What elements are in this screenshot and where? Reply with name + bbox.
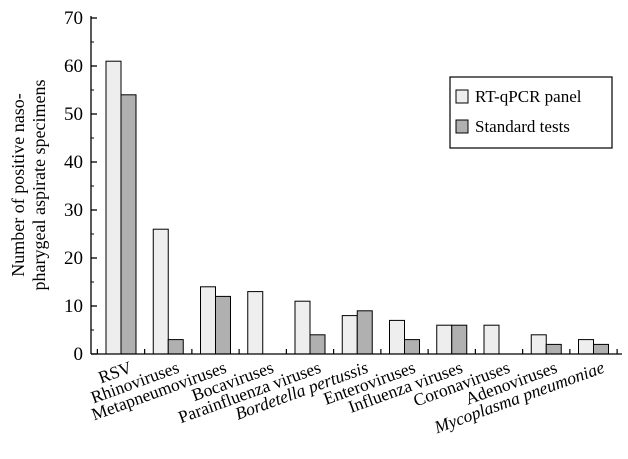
bar-rt-qpcr-rhinoviruses bbox=[152, 228, 169, 355]
bar-standard-influenza-viruses bbox=[451, 324, 468, 355]
bar-rt-qpcr-coronaviruses bbox=[483, 324, 500, 355]
legend-swatch-standard-tests bbox=[455, 119, 469, 134]
bar-standard-metapneumoviruses bbox=[215, 295, 231, 355]
bar-rt-qpcr-rsv bbox=[105, 60, 122, 355]
bar-standard-mycoplasma-pneumoniae bbox=[593, 343, 609, 355]
bar-standard-enteroviruses bbox=[404, 339, 420, 355]
y-tick-label-60: 60 bbox=[64, 56, 83, 77]
y-tick-label-70: 70 bbox=[64, 8, 83, 29]
bar-rt-qpcr-mycoplasma-pneumoniae bbox=[578, 339, 594, 355]
bar-standard-rhinoviruses bbox=[167, 339, 184, 355]
bar-standard-adenoviruses bbox=[545, 343, 562, 355]
bar-rt-qpcr-influenza-viruses bbox=[436, 324, 453, 355]
y-axis-title: Number of positive naso- pharygeal aspir… bbox=[8, 80, 49, 291]
y-tick-label-20: 20 bbox=[64, 248, 83, 269]
bar-rt-qpcr-bocaviruses bbox=[247, 291, 264, 355]
bar-standard-parainfluenza-viruses bbox=[309, 334, 326, 355]
legend-swatch-rt-qpcr bbox=[455, 89, 469, 104]
y-tick-label-10: 10 bbox=[64, 296, 83, 317]
legend-label-rt-qpcr: RT-qPCR panel bbox=[475, 87, 582, 106]
bar-standard-bordetella-pertussis bbox=[356, 310, 373, 355]
y-axis-title-line-1: Number of positive naso- bbox=[8, 93, 28, 276]
x-axis: RSVRhinovirusesMetapneumovirusesBocaviru… bbox=[88, 349, 622, 437]
y-axis-title-line-2: pharygeal aspirate specimens bbox=[29, 80, 49, 291]
legend-label-standard-tests: Standard tests bbox=[475, 117, 570, 136]
y-tick-label-0: 0 bbox=[74, 344, 84, 365]
y-tick-label-30: 30 bbox=[64, 200, 83, 221]
y-tick-label-40: 40 bbox=[64, 152, 83, 173]
bar-rt-qpcr-adenoviruses bbox=[530, 334, 547, 355]
legend-box bbox=[449, 76, 613, 149]
bar-rt-qpcr-enteroviruses bbox=[389, 319, 405, 355]
y-axis: 0 10 20 30 40 50 60 70 bbox=[64, 8, 97, 365]
bars-layer bbox=[105, 60, 609, 355]
bar-standard-rsv bbox=[120, 94, 137, 355]
bar-rt-qpcr-bordetella-pertussis bbox=[341, 315, 358, 355]
bar-rt-qpcr-parainfluenza-viruses bbox=[294, 300, 311, 355]
bar-rt-qpcr-metapneumoviruses bbox=[200, 286, 216, 355]
legend: RT-qPCR panel Standard tests bbox=[449, 76, 613, 149]
y-tick-label-50: 50 bbox=[64, 104, 83, 125]
